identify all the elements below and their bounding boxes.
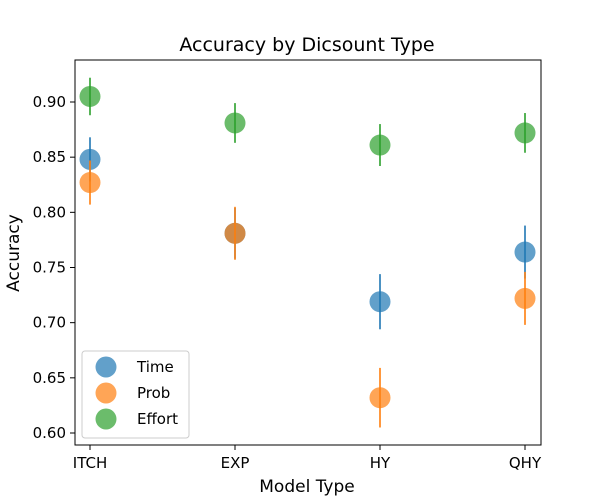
point-effort-hy (369, 134, 391, 156)
legend-marker-time (95, 356, 117, 378)
point-effort-itch (79, 85, 101, 107)
y-axis-title: Accuracy (4, 214, 24, 292)
y-tick-label-0.70: 0.70 (33, 314, 66, 332)
point-prob-hy (369, 387, 391, 409)
x-tick-label-exp: EXP (221, 454, 250, 472)
axes-frame (74, 59, 542, 446)
x-tick-label-hy: HY (370, 454, 391, 472)
point-effort-qhy (514, 122, 536, 144)
point-time-itch (79, 148, 101, 170)
x-axis-title: Model Type (259, 477, 355, 497)
y-tick-label-0.60: 0.60 (33, 424, 66, 442)
y-axis: 0.60 0.65 0.70 0.75 0.80 0.85 0.90 (33, 93, 75, 442)
point-prob-exp (224, 222, 246, 244)
y-tick-label-0.65: 0.65 (33, 369, 66, 387)
x-axis: ITCH EXP HY QHY (73, 445, 542, 472)
legend: Time Prob Effort (81, 350, 190, 439)
point-time-qhy (514, 241, 536, 263)
chart-title: Accuracy by Dicsount Type (179, 34, 434, 56)
legend-marker-effort (95, 408, 117, 430)
point-time-hy (369, 291, 391, 313)
y-tick-label-0.90: 0.90 (33, 93, 66, 111)
y-tick-label-0.85: 0.85 (33, 148, 66, 166)
point-prob-qhy (514, 287, 536, 309)
series-time (79, 137, 536, 330)
y-tick-label-0.80: 0.80 (33, 203, 66, 221)
plot-area (79, 77, 536, 428)
y-tick-label-0.75: 0.75 (33, 259, 66, 277)
series-prob (79, 160, 536, 428)
x-tick-label-qhy: QHY (509, 454, 542, 472)
point-effort-exp (224, 112, 246, 134)
legend-marker-prob (95, 382, 117, 404)
legend-label-effort: Effort (137, 410, 178, 428)
legend-label-time: Time (136, 358, 174, 376)
series-effort (79, 77, 536, 166)
point-prob-itch (79, 172, 101, 194)
legend-label-prob: Prob (137, 384, 170, 402)
x-tick-label-itch: ITCH (73, 454, 107, 472)
